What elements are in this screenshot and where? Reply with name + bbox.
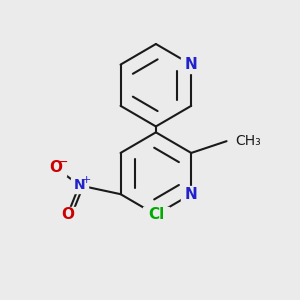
Bar: [57, 207, 78, 223]
Bar: [181, 186, 202, 202]
Bar: [46, 160, 66, 176]
Text: Cl: Cl: [148, 207, 164, 222]
Text: N: N: [185, 57, 198, 72]
Bar: [142, 207, 169, 223]
Bar: [70, 178, 88, 193]
Text: O: O: [49, 160, 62, 175]
Text: N: N: [185, 187, 198, 202]
Text: −: −: [58, 156, 68, 169]
Bar: [232, 133, 262, 149]
Text: O: O: [61, 207, 74, 222]
Text: +: +: [82, 175, 92, 185]
Text: CH₃: CH₃: [236, 134, 261, 148]
Bar: [181, 56, 202, 73]
Text: N: N: [74, 178, 85, 192]
